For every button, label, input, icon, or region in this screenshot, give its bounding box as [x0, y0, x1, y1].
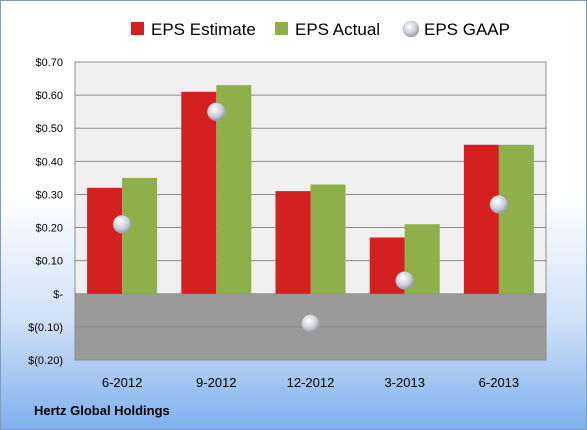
- legend-swatch: [275, 22, 288, 35]
- x-tick-label: 12-2012: [287, 375, 335, 390]
- x-tick-label: 9-2012: [196, 375, 236, 390]
- bar-eps-actual: [498, 144, 534, 294]
- legend-label: EPS Actual: [295, 20, 380, 39]
- marker-eps-gaap: [112, 214, 132, 234]
- y-tick-label: $0.70: [35, 57, 63, 69]
- bar-eps-actual: [122, 177, 158, 294]
- bar-eps-estimate: [181, 91, 217, 294]
- legend-swatch: [402, 20, 420, 38]
- x-tick-label: 6-2012: [102, 375, 142, 390]
- y-tick-label: $0.40: [35, 156, 63, 168]
- y-tick-label: $0.20: [35, 223, 63, 235]
- legend-swatch: [131, 22, 144, 35]
- y-tick-label: $-: [53, 289, 63, 301]
- y-tick-label: $0.50: [35, 123, 63, 135]
- x-tick-label: 6-2013: [479, 375, 519, 390]
- company-name: Hertz Global Holdings: [34, 403, 170, 418]
- bar-eps-estimate: [87, 187, 123, 294]
- y-tick-label: $0.10: [35, 256, 63, 268]
- marker-eps-gaap: [489, 195, 509, 214]
- marker-eps-gaap: [207, 102, 226, 121]
- legend-label: EPS GAAP: [424, 20, 510, 39]
- bar-eps-actual: [216, 85, 252, 294]
- plot-border: [74, 61, 547, 361]
- bar-eps-estimate: [463, 144, 499, 294]
- legend-label: EPS Estimate: [151, 20, 256, 39]
- y-tick-label: $0.60: [35, 90, 63, 102]
- y-tick-label: $(0.20): [28, 355, 63, 367]
- marker-eps-gaap: [301, 314, 320, 333]
- y-tick-label: $0.30: [35, 189, 63, 201]
- x-tick-label: 3-2013: [384, 375, 424, 390]
- bar-eps-estimate: [275, 191, 311, 294]
- marker-eps-gaap: [395, 271, 414, 290]
- y-tick-label: $(0.10): [28, 322, 63, 334]
- bar-eps-actual: [310, 184, 346, 294]
